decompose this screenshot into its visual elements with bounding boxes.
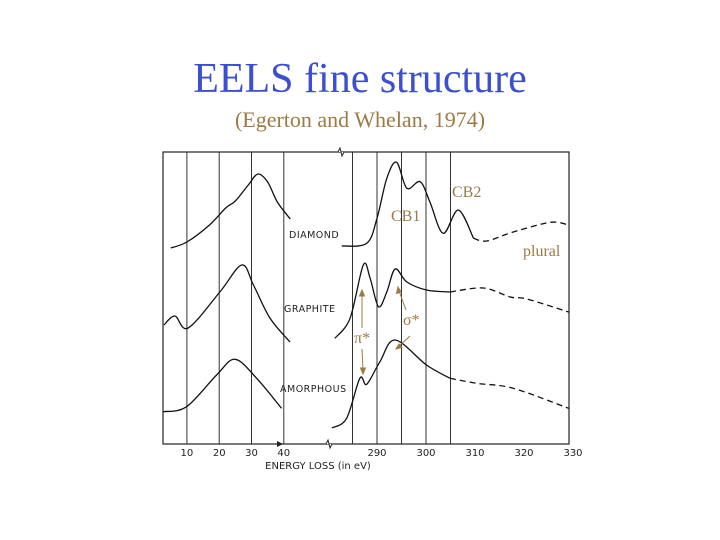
x-tick-label: 10 bbox=[181, 448, 194, 459]
curve-graphite-plural bbox=[449, 287, 569, 313]
slide-title: EELS fine structure bbox=[193, 56, 527, 102]
series-label-amorphous: AMORPHOUS bbox=[280, 384, 347, 395]
x-tick-label: 40 bbox=[277, 448, 290, 459]
axis-break-top bbox=[337, 146, 345, 158]
plot-frame bbox=[162, 151, 570, 445]
curve-amorphous-plural bbox=[449, 377, 569, 409]
series-label-graphite: GRAPHITE bbox=[284, 304, 336, 315]
annotation-sigma-star: σ* bbox=[403, 312, 420, 329]
x-tick-label: 300 bbox=[416, 448, 435, 459]
curve-graphite-k-edge bbox=[334, 262, 451, 339]
grid-lines bbox=[186, 152, 451, 444]
x-axis-label: ENERGY LOSS (in eV) bbox=[265, 461, 371, 472]
spectrum-curves bbox=[163, 161, 569, 429]
series-label-diamond: DIAMOND bbox=[289, 230, 339, 241]
annotation-pi-star: π* bbox=[354, 330, 370, 347]
annotation-cb1: CB1 bbox=[391, 208, 420, 225]
curve-diamond-low-loss bbox=[170, 173, 291, 249]
x-tick-label: 20 bbox=[213, 448, 226, 459]
sigma-star-arrows bbox=[394, 285, 411, 350]
x-tick-label: 30 bbox=[245, 448, 258, 459]
pi-star-arrows bbox=[358, 288, 367, 376]
curve-amorphous-k-edge bbox=[331, 339, 451, 429]
annotation-cb2: CB2 bbox=[452, 184, 481, 201]
x-tick-label: 320 bbox=[514, 448, 533, 459]
annotation-plural: plural bbox=[523, 243, 561, 260]
x-tick-label: 330 bbox=[563, 448, 582, 459]
x-tick-label: 290 bbox=[367, 448, 386, 459]
curve-amorphous-low-loss bbox=[163, 358, 283, 413]
x-tick-labels: 10 20 30 40 290 300 310 320 330 bbox=[181, 448, 583, 459]
axis-arrow bbox=[277, 441, 283, 447]
axis-break-bottom bbox=[325, 438, 333, 450]
curve-diamond-plural bbox=[473, 221, 569, 242]
slide-subtitle: (Egerton and Whelan, 1974) bbox=[234, 107, 486, 132]
x-tick-label: 310 bbox=[465, 448, 484, 459]
curve-diamond-k-edge bbox=[341, 161, 475, 247]
curve-graphite-low-loss bbox=[163, 264, 291, 343]
